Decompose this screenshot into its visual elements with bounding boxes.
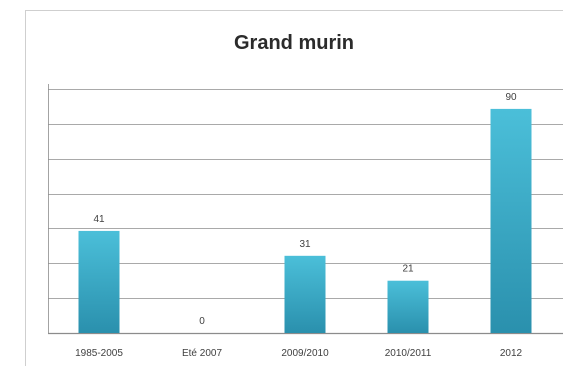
x-tick-label: 2012 xyxy=(500,348,523,359)
bar xyxy=(490,108,532,334)
x-tick-label: 2009/2010 xyxy=(281,348,329,359)
chart-title: Grand murin xyxy=(233,32,354,54)
x-tick-labels: 1985-2005 Eté 2007 2009/2010 2010/2011 2012 xyxy=(75,348,522,359)
x-tick-label: 2010/2011 xyxy=(385,348,432,359)
bar xyxy=(284,255,326,333)
data-label: 90 xyxy=(505,92,517,103)
data-label: 41 xyxy=(93,214,105,225)
data-labels: 41 0 31 21 90 xyxy=(93,92,517,327)
bar xyxy=(78,230,120,333)
data-label: 21 xyxy=(402,264,414,275)
data-label: 31 xyxy=(299,239,311,250)
bar xyxy=(387,280,429,333)
x-tick-label: Eté 2007 xyxy=(182,348,222,359)
x-tick-label: 1985-2005 xyxy=(75,348,123,359)
gridlines xyxy=(48,84,563,335)
data-label: 0 xyxy=(199,316,205,327)
bars xyxy=(78,108,532,334)
